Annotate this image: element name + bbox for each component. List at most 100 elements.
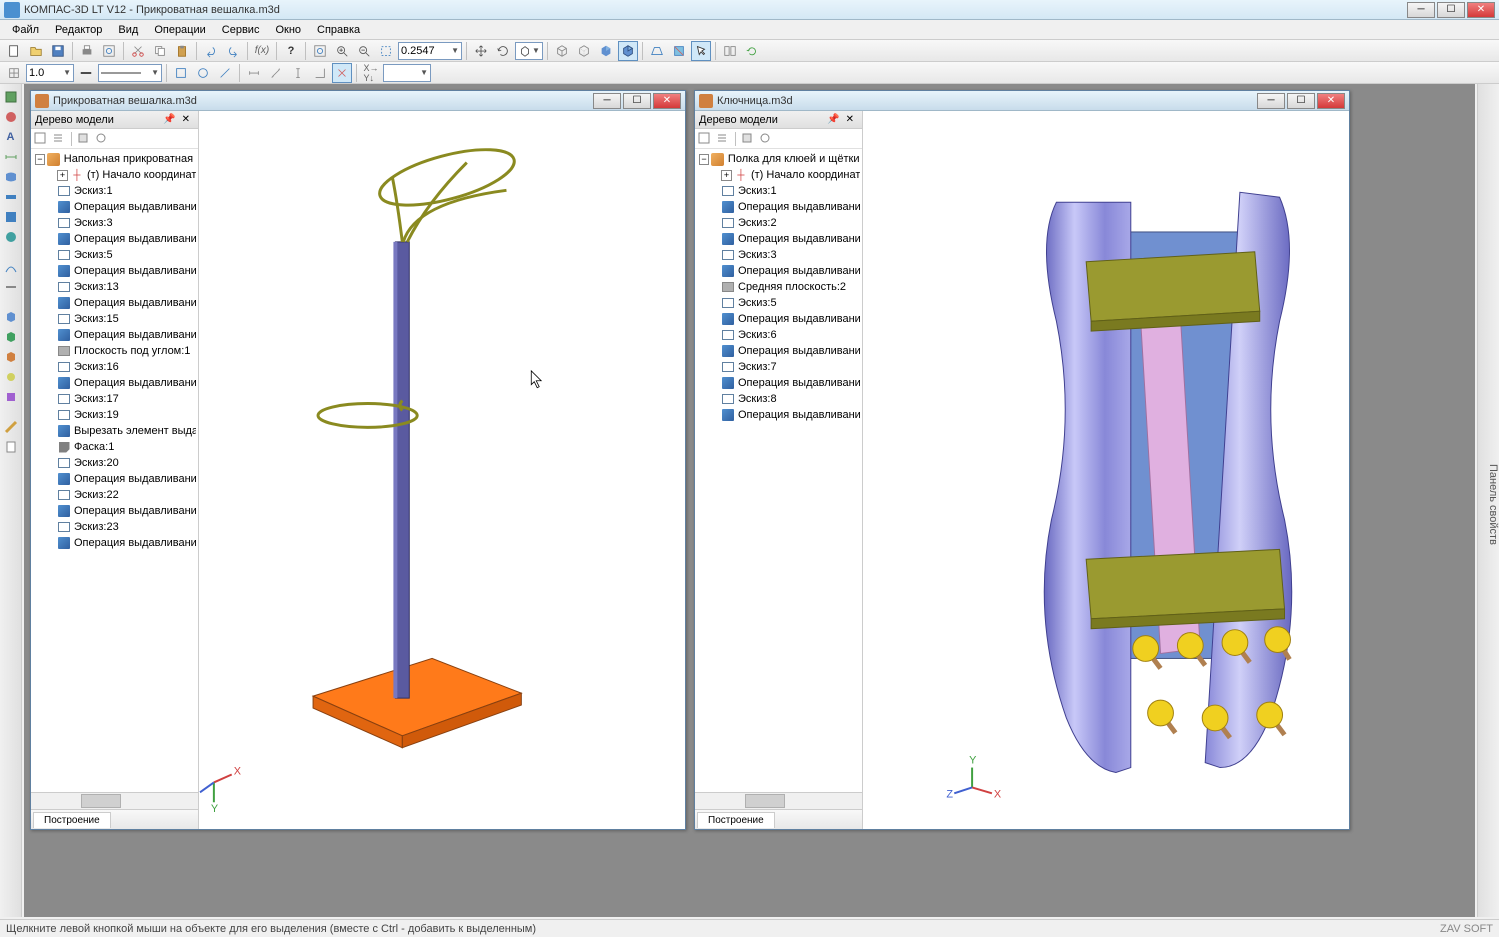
tree-btn-1[interactable] [697,131,713,147]
close-icon[interactable]: ✕ [178,114,194,125]
zoom-out-button[interactable] [354,41,374,61]
shaded-button[interactable] [596,41,616,61]
tree-item[interactable]: Средняя плоскость:2 [697,279,860,295]
tree-origin-node[interactable]: +┼(т) Начало координат [697,167,860,183]
tree-origin-node[interactable]: +┼(т) Начало координат [33,167,196,183]
doc1-viewport[interactable]: X Y Z [199,111,685,829]
new-button[interactable] [4,41,24,61]
paste-button[interactable] [172,41,192,61]
tree-item[interactable]: Операция выдавливани [33,503,196,519]
tree-item[interactable]: Эскиз:23 [33,519,196,535]
doc2-close[interactable]: ✕ [1317,93,1345,109]
tree-root-node[interactable]: −Напольная прикроватная веш [33,151,196,167]
tree-item[interactable]: Операция выдавливани [33,375,196,391]
tree-btn-2[interactable] [51,131,67,147]
close-icon[interactable]: ✕ [842,114,858,125]
tree-root-node[interactable]: −Полка для клюей и щётки (Те [697,151,860,167]
tree-btn-4[interactable] [94,131,110,147]
layer-combo[interactable]: ▼ [383,64,431,82]
doc1-maximize[interactable]: ☐ [623,93,651,109]
side-aux2[interactable] [2,208,20,226]
doc2-tree[interactable]: −Полка для клюей и щётки (Те+┼(т) Начало… [695,149,862,792]
coord-button[interactable]: X→Y↓ [361,63,381,83]
menu-window[interactable]: Окно [267,22,309,38]
doc1-tree-hscroll[interactable] [31,792,198,809]
doc2-viewport[interactable]: Y X Z [863,111,1349,829]
constraint-2[interactable] [193,63,213,83]
side-op3[interactable] [2,348,20,366]
side-op5[interactable] [2,388,20,406]
properties-panel-tab[interactable]: Панель свойств [1477,84,1499,917]
hidden-lines-button[interactable] [574,41,594,61]
tree-item[interactable]: Операция выдавливани [33,471,196,487]
doc1-close[interactable]: ✕ [653,93,681,109]
grid-button[interactable] [4,63,24,83]
menu-file[interactable]: Файл [4,22,47,38]
fx-button[interactable]: f(x) [252,41,272,61]
tree-item[interactable]: Эскиз:5 [697,295,860,311]
side-edit[interactable] [2,108,20,126]
minimize-button[interactable]: ─ [1407,2,1435,18]
doc1-minimize[interactable]: ─ [593,93,621,109]
tree-item[interactable]: Эскиз:22 [33,487,196,503]
pin-icon[interactable]: 📌 [161,114,177,125]
tree-item[interactable]: Эскиз:16 [33,359,196,375]
tree-item[interactable]: Эскиз:1 [33,183,196,199]
side-geometry[interactable] [2,88,20,106]
tree-item[interactable]: Эскиз:2 [697,215,860,231]
tree-item[interactable]: Эскиз:13 [33,279,196,295]
menu-view[interactable]: Вид [110,22,146,38]
tree-item[interactable]: Эскиз:3 [33,215,196,231]
undo-button[interactable] [201,41,221,61]
rebuild-button[interactable] [742,41,762,61]
tree-item[interactable]: Операция выдавливани [33,263,196,279]
maximize-button[interactable]: ☐ [1437,2,1465,18]
menu-edit[interactable]: Редактор [47,22,110,38]
tree-item[interactable]: Эскиз:6 [697,327,860,343]
copy-button[interactable] [150,41,170,61]
tree-item[interactable]: Операция выдавливани [33,295,196,311]
tree-item[interactable]: Операция выдавливани [33,327,196,343]
doc1-tree[interactable]: −Напольная прикроватная веш+┼(т) Начало … [31,149,198,792]
tree-btn-3[interactable] [76,131,92,147]
print-button[interactable] [77,41,97,61]
tree-item[interactable]: Эскиз:5 [33,247,196,263]
zoom-combo[interactable]: 0.2547▼ [398,42,462,60]
side-dim[interactable] [2,148,20,166]
tree-item[interactable]: Плоскость под углом:1 [33,343,196,359]
dim-2[interactable] [266,63,286,83]
preview-button[interactable] [99,41,119,61]
tree-btn-4[interactable] [758,131,774,147]
side-aux3[interactable] [2,228,20,246]
side-surf[interactable] [2,168,20,186]
side-op1[interactable] [2,308,20,326]
tree-item[interactable]: Операция выдавливани [697,263,860,279]
orientation-combo[interactable]: ▼ [515,42,543,60]
side-curve2[interactable] [2,278,20,296]
linestyle-button[interactable] [76,63,96,83]
menu-operations[interactable]: Операции [146,22,213,38]
rotate-button[interactable] [493,41,513,61]
menu-service[interactable]: Сервис [214,22,268,38]
tree-item[interactable]: Операция выдавливани [33,535,196,551]
tree-item[interactable]: Операция выдавливани [697,407,860,423]
side-spec[interactable] [2,438,20,456]
shaded-edges-button[interactable] [618,41,638,61]
tree-item[interactable]: Эскиз:1 [697,183,860,199]
doc1-titlebar[interactable]: Прикроватная вешалка.m3d ─ ☐ ✕ [31,91,685,111]
redo-button[interactable] [223,41,243,61]
tree-item[interactable]: Фаска:1 [33,439,196,455]
tree-item[interactable]: Эскиз:15 [33,311,196,327]
tree-btn-2[interactable] [715,131,731,147]
side-meas[interactable] [2,418,20,436]
tree-item[interactable]: Операция выдавливани [697,199,860,215]
tree-item[interactable]: Операция выдавливани [33,199,196,215]
doc2-titlebar[interactable]: Ключница.m3d ─ ☐ ✕ [695,91,1349,111]
constraint-1[interactable] [171,63,191,83]
linewidth-combo[interactable]: 1.0▼ [26,64,74,82]
tree-item[interactable]: Вырезать элемент выдав [33,423,196,439]
side-aux1[interactable] [2,188,20,206]
doc2-tab-build[interactable]: Построение [697,812,775,828]
side-op4[interactable] [2,368,20,386]
tree-item[interactable]: Эскиз:19 [33,407,196,423]
